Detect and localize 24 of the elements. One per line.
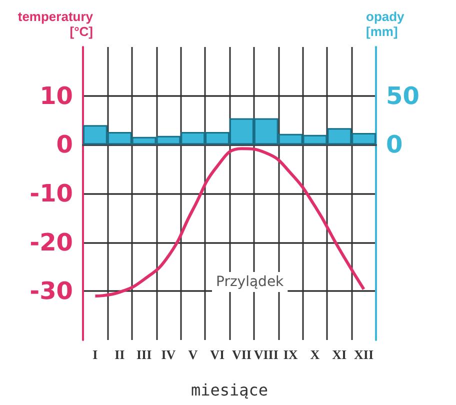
y2-tick-label: 50	[386, 82, 420, 110]
y2-tick-label: 0	[386, 130, 403, 159]
y-tick-label: 10	[40, 82, 73, 110]
x-tick-label: VI	[210, 347, 225, 362]
y-tick-label: 0	[56, 130, 73, 159]
line-series	[94, 147, 366, 298]
y-tick-label: -20	[30, 228, 73, 256]
annotation: Przylądek	[216, 274, 285, 290]
x-tick-label: I	[92, 347, 98, 362]
x-tick-label: II	[114, 347, 125, 362]
y-tick-label: -10	[30, 180, 73, 208]
x-tick-label: V	[188, 347, 198, 362]
y2-axis-title: opady [mm]	[366, 9, 406, 39]
x-tick-label: X	[310, 347, 320, 362]
x-tick-label: XI	[332, 347, 347, 362]
x-tick-label: III	[136, 347, 152, 362]
y-tick-label: -30	[30, 277, 73, 306]
x-tick-label: XII	[354, 347, 374, 362]
y-axis-title: temperatury [°C]	[18, 9, 94, 39]
x-tick-label: VII	[232, 347, 252, 362]
x-axis-title: miesiące	[190, 380, 268, 400]
x-tick-label: VIII	[254, 347, 278, 362]
x-tick-label: IX	[283, 347, 298, 362]
x-tick-label: IV	[161, 347, 176, 362]
